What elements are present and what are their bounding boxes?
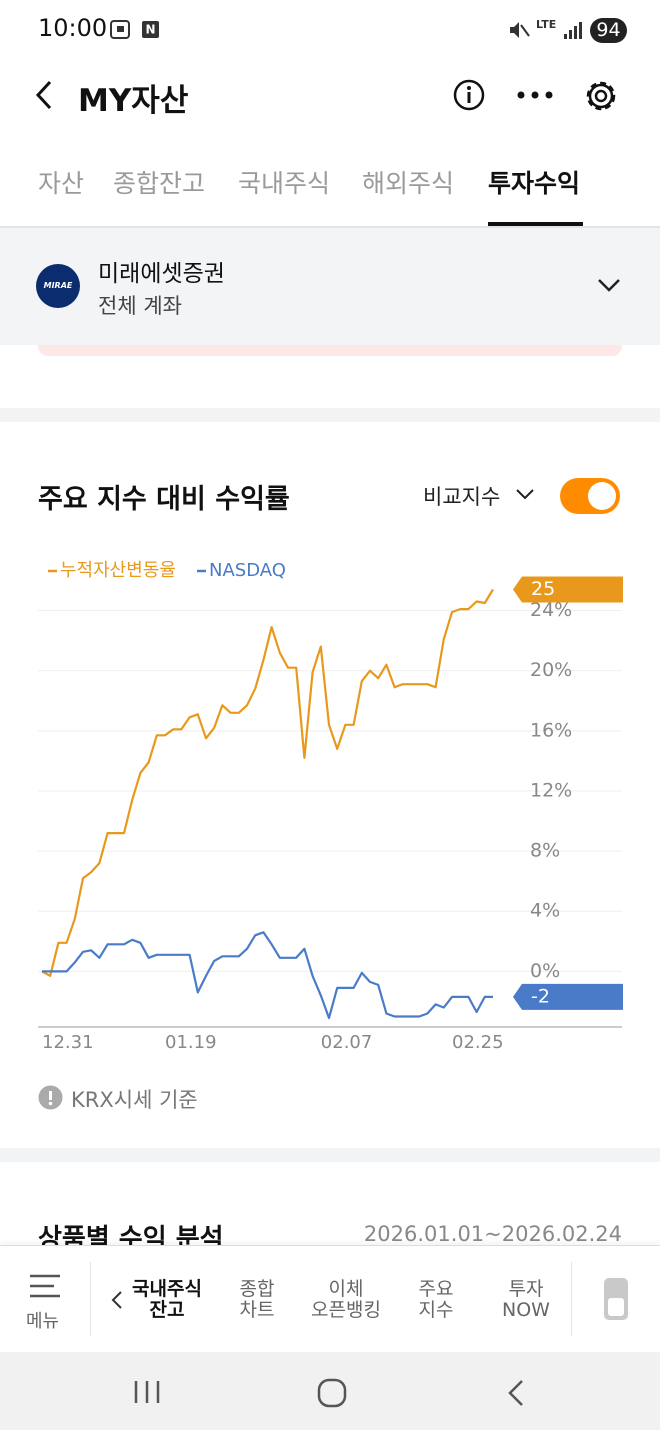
- tab[interactable]: 해외주식: [362, 169, 455, 198]
- status-time: 10:00: [38, 14, 108, 42]
- nav-item[interactable]: 주요 지수: [391, 1279, 481, 1321]
- tab-divider: [0, 226, 660, 228]
- end-tag: [513, 983, 623, 1010]
- y-tick-label: 16%: [530, 719, 572, 741]
- nav-item-label: 오픈뱅킹: [311, 1299, 381, 1321]
- recents-button[interactable]: [130, 1378, 164, 1406]
- nav-item-label: 차트: [239, 1299, 275, 1321]
- y-tick-label: 24%: [530, 599, 572, 621]
- system-back-button[interactable]: [504, 1378, 528, 1408]
- account-chevron: [598, 279, 620, 292]
- legend-label: 누적자산변동율: [60, 560, 176, 581]
- tab[interactable]: 자산: [38, 169, 85, 198]
- x-tick-label: 12.31: [42, 1032, 94, 1053]
- nav-item-label: 지수: [418, 1299, 454, 1321]
- y-tick-label: 20%: [530, 659, 572, 681]
- nav-item-label: 잔고: [149, 1299, 185, 1321]
- series-line: [42, 931, 493, 1020]
- nav-item-label: 이체: [328, 1278, 364, 1300]
- bottom-nav: [0, 1245, 660, 1353]
- system-nav: [0, 1352, 660, 1430]
- broker-logo: MIRAE ASSET: [36, 264, 80, 308]
- note: KRX시세 기준: [71, 1088, 198, 1112]
- nav-item[interactable]: 종합 차트: [212, 1279, 302, 1321]
- broker-name: 미래에셋증권: [98, 261, 225, 287]
- tab[interactable]: 투자수익: [488, 169, 581, 198]
- chart-title: 주요 지수 대비 수익률: [38, 484, 290, 515]
- nav-item-label: 투자: [508, 1278, 544, 1300]
- x-tick-label: 02.07: [321, 1032, 373, 1053]
- account-selector[interactable]: [0, 228, 660, 345]
- end-tag-label: -2: [531, 985, 550, 1007]
- tab[interactable]: 국내주식: [238, 169, 331, 198]
- y-tick-label: 0%: [530, 960, 560, 982]
- note-icon: [38, 1085, 63, 1110]
- settings-button[interactable]: [582, 77, 620, 115]
- nav-divider: [571, 1262, 572, 1336]
- signal-icon: [564, 22, 582, 39]
- end-tag-label: 25: [531, 578, 555, 600]
- home-button[interactable]: [316, 1377, 348, 1409]
- series-line: [41, 588, 494, 977]
- compare-dropdown[interactable]: 비교지수: [423, 485, 501, 509]
- nav-item-label: 주요: [418, 1278, 454, 1300]
- period: 2026.01.01~2026.02.24: [363, 1222, 622, 1246]
- compare-toggle[interactable]: [558, 476, 622, 516]
- nav-item-label: 국내주식: [132, 1278, 202, 1300]
- nav-item-label: NOW: [502, 1299, 550, 1321]
- toggle-knob: [588, 482, 616, 510]
- status-icons: N: [110, 20, 159, 39]
- end-tag: [513, 576, 623, 603]
- nav-item[interactable]: 이체 오픈뱅킹: [301, 1279, 391, 1321]
- alert-strip: [38, 345, 622, 356]
- nav-item[interactable]: 투자 NOW: [481, 1279, 571, 1321]
- nav-item-label: 종합: [239, 1278, 275, 1300]
- more-button[interactable]: [515, 85, 555, 105]
- tab[interactable]: 종합잔고: [113, 169, 206, 198]
- x-tick-label: 01.19: [165, 1032, 217, 1053]
- menu-icon[interactable]: [28, 1272, 62, 1300]
- battery: 94: [590, 18, 627, 43]
- legend-label: NASDAQ: [209, 560, 286, 581]
- page-title: MY자산: [78, 83, 189, 119]
- tab-underline: [488, 222, 583, 226]
- account-scope: 전체 계좌: [98, 294, 182, 318]
- menu-label[interactable]: 메뉴: [26, 1311, 60, 1332]
- network-label: LTE: [536, 18, 557, 31]
- y-tick-label: 8%: [530, 840, 560, 862]
- device-icon[interactable]: [602, 1276, 630, 1322]
- nav-scroll-left[interactable]: [110, 1290, 124, 1310]
- y-tick-label: 4%: [530, 900, 560, 922]
- chart: 0% 4% 8% 12% 16% 20% 24% 12.31 01.19 02.07 02.25 누적…: [38, 560, 623, 1053]
- svg-text:N: N: [145, 23, 155, 37]
- mute-icon: [510, 22, 530, 38]
- section-separator: [0, 1148, 660, 1162]
- compare-chevron: [516, 489, 534, 500]
- nav-divider: [90, 1262, 91, 1336]
- section-separator: [0, 408, 660, 422]
- info-button[interactable]: [452, 78, 486, 112]
- nav-item[interactable]: 국내주식 잔고: [122, 1279, 212, 1321]
- y-tick-label: 12%: [530, 779, 572, 801]
- back-button[interactable]: [30, 78, 60, 112]
- x-tick-label: 02.25: [452, 1032, 504, 1053]
